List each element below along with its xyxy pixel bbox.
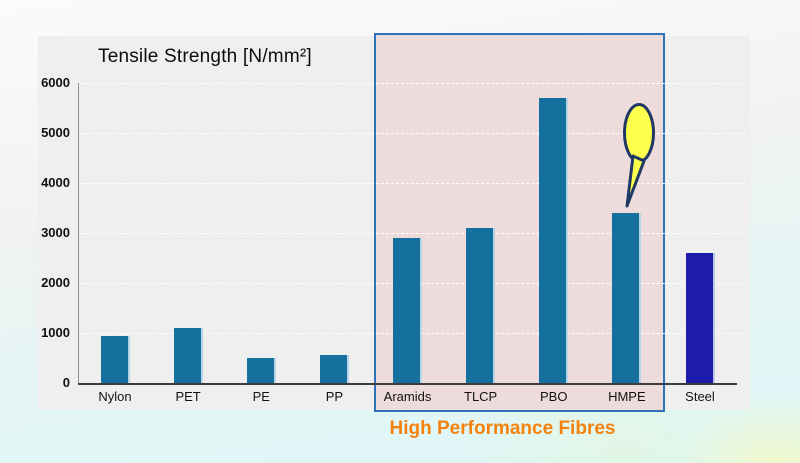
y-tick-label: 5000 (41, 125, 70, 140)
speech-balloon-annotation-icon (623, 103, 655, 208)
x-category-label: PBO (540, 389, 568, 404)
bar-nylon (100, 335, 130, 383)
x-category-label: PE (252, 389, 270, 404)
gridline (80, 133, 745, 134)
x-category-label: PP (325, 389, 344, 404)
x-category-label: Aramids (383, 389, 432, 404)
bar-tlcp (466, 228, 496, 383)
x-axis-line (78, 383, 737, 385)
bar-pp (319, 355, 349, 383)
y-tick-label: 3000 (41, 225, 70, 240)
chart-title: Tensile Strength [N/mm²] (98, 46, 312, 67)
balloon-tail (625, 154, 646, 208)
bar-aramids (393, 238, 422, 383)
bar-pe (246, 358, 276, 383)
y-tick-label: 0 (62, 375, 70, 390)
gridline (80, 83, 745, 84)
bar-pet (173, 328, 203, 383)
y-tick-label: 2000 (41, 275, 70, 290)
high-performance-fibres-caption: High Performance Fibres (389, 418, 616, 439)
x-category-label: Steel (685, 389, 715, 404)
x-category-label: TLCP (464, 389, 498, 404)
y-tick-label: 6000 (41, 75, 70, 90)
gridline (80, 233, 745, 234)
y-axis-line (78, 83, 79, 383)
y-tick-label: 1000 (41, 325, 70, 340)
bar-hmpe (612, 213, 642, 383)
gridline (80, 183, 745, 184)
x-category-label: Nylon (98, 389, 132, 404)
x-category-label: HMPE (608, 389, 646, 404)
balloon-body (623, 103, 655, 163)
bar-steel (685, 253, 715, 383)
bar-pbo (539, 98, 569, 383)
x-category-label: PET (175, 389, 201, 404)
y-tick-label: 4000 (41, 175, 70, 190)
